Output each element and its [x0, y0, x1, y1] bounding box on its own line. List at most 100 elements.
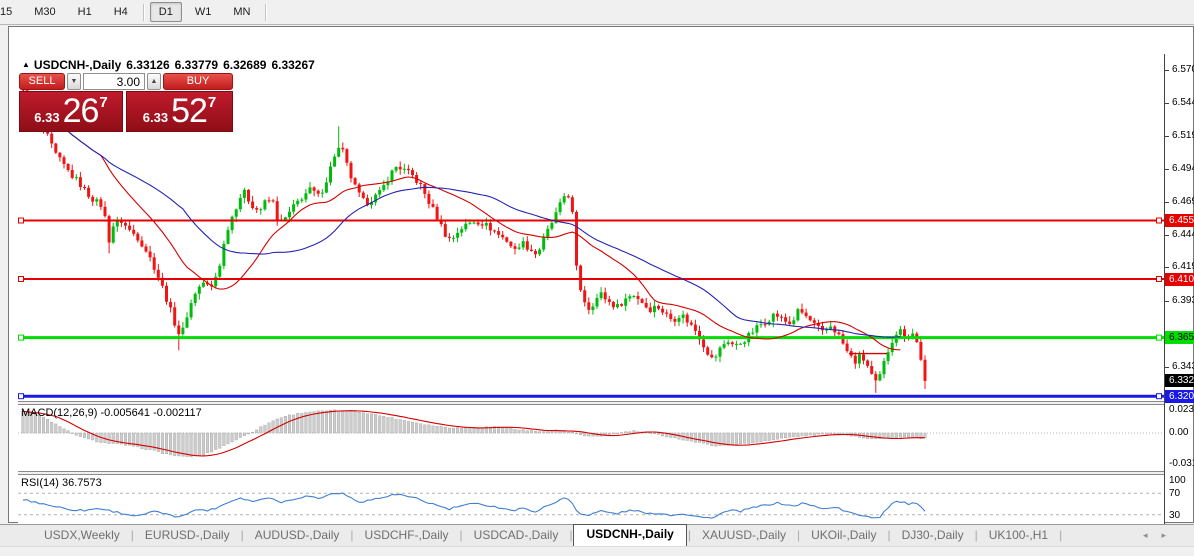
toolbar-separator	[142, 3, 144, 21]
timeframe-w1-button[interactable]: W1	[194, 6, 212, 18]
price-tick-mark	[1165, 301, 1169, 302]
volume-input[interactable]	[83, 73, 145, 90]
rsi-line	[22, 492, 926, 519]
tab-separator: |	[887, 528, 891, 542]
macd-chart	[18, 409, 1164, 458]
horizontal-level-line[interactable]	[18, 393, 1164, 400]
price-tick-mark	[1165, 70, 1169, 71]
rsi-axis-label: 100	[1169, 475, 1186, 486]
chart-tab-usdcad-[interactable]: USDCAD-,Daily	[473, 528, 559, 542]
macd-label: MACD(12,26,9) -0.005641 -0.002117	[21, 407, 202, 419]
chart-tab-usdchf-[interactable]: USDCHF-,Daily	[364, 528, 449, 542]
ohlc-low: 6.32689	[223, 58, 267, 72]
tab-separator: |	[350, 528, 354, 542]
tab-separator: |	[687, 528, 691, 542]
chart-symbol: USDCNH-,Daily	[33, 58, 122, 72]
price-tick-mark	[1165, 367, 1169, 368]
candlestick-chart[interactable]	[18, 54, 1164, 401]
chart-tab-audusd-[interactable]: AUDUSD-,Daily	[254, 528, 340, 542]
volume-decrease-button[interactable]: ▼	[67, 73, 81, 90]
horizontal-level-line[interactable]	[18, 276, 1164, 282]
price-tick-label: 6.49425	[1172, 163, 1194, 174]
timeframe-d1-button[interactable]: D1	[149, 2, 182, 22]
sell-price-prefix: 6.33	[34, 110, 60, 125]
sell-price-box[interactable]: 6.33 26 7	[19, 91, 123, 132]
chart-tab-usdcnh-[interactable]: USDCNH-,Daily	[573, 524, 687, 546]
tab-separator: |	[240, 528, 244, 542]
timeframe-mn-button[interactable]: MN	[233, 6, 251, 18]
rsi-panel[interactable]: RSI(14) 36.7573	[18, 475, 1164, 531]
price-axis[interactable]: 6.57000 6.54450 6.51975 6.49425 6.46950 6.444…	[1165, 54, 1194, 537]
tab-separator: |	[974, 528, 978, 542]
price-tick-label: 6.54450	[1172, 97, 1194, 108]
price-tick-label: 6.41925	[1172, 261, 1194, 272]
level-price-label: 6.41043	[1165, 273, 1194, 286]
level-price-label: 6.45515	[1165, 214, 1194, 227]
rsi-chart	[18, 492, 1164, 519]
macd-histogram	[21, 409, 927, 458]
tab-scroll-left-icon[interactable]: ◂	[1142, 530, 1162, 540]
tab-separator: |	[130, 528, 134, 542]
level-price-label: 6.32098	[1165, 390, 1194, 403]
chart-tab-xauusd-[interactable]: XAUUSD-,Daily	[701, 528, 786, 542]
macd-signal-line	[22, 410, 925, 457]
buy-button[interactable]: BUY	[163, 73, 233, 90]
ma-fast-line	[22, 89, 901, 351]
tab-separator: |	[569, 528, 573, 542]
chart-window: ▲ USDCNH-,Daily 6.33126 6.33779 6.32689 6.332…	[8, 26, 1194, 550]
toolbar-separator	[265, 3, 267, 21]
volume-increase-button[interactable]: ▲	[147, 73, 161, 90]
ohlc-open: 6.33126	[126, 58, 170, 72]
price-tick-mark	[1165, 235, 1169, 236]
price-tick-label: 6.57000	[1172, 64, 1194, 75]
macd-axis-label: 0.023365	[1169, 404, 1194, 415]
ohlc-high: 6.33779	[174, 58, 219, 72]
timeframe-h1-button[interactable]: H1	[77, 6, 92, 18]
panel-splitter[interactable]	[18, 401, 1164, 405]
buy-price-box[interactable]: 6.33 52 7	[126, 91, 233, 132]
horizontal-level-line[interactable]	[18, 217, 1164, 224]
buy-price-pip: 7	[207, 94, 217, 111]
price-tick-mark	[1165, 267, 1169, 268]
chart-tab-dj30-[interactable]: DJ30-,Daily	[901, 528, 964, 542]
tab-scroll-right-icon[interactable]: ▸	[1161, 530, 1180, 540]
chart-tab-uk100-[interactable]: UK100-,H1	[988, 528, 1049, 542]
rsi-axis-label: 70	[1169, 488, 1181, 499]
price-tick-label: 6.51975	[1172, 130, 1194, 141]
price-tick-label: 6.46950	[1172, 196, 1194, 207]
buy-price-big: 52	[171, 92, 208, 130]
chart-title: ▲ USDCNH-,Daily 6.33126 6.33779 6.32689 6.332…	[22, 58, 315, 72]
timeframe-h4-button[interactable]: H4	[113, 6, 128, 18]
price-tick-label: 6.39375	[1172, 295, 1194, 306]
macd-panel[interactable]: MACD(12,26,9) -0.005641 -0.002117	[18, 405, 1164, 471]
timeframe-m30-button[interactable]: M30	[34, 6, 56, 18]
candlesticks	[21, 84, 927, 393]
chart-tab-eurusd-[interactable]: EURUSD-,Daily	[144, 528, 230, 542]
status-strip	[0, 546, 1194, 556]
chart-tab-bar: USDX,Weekly | EURUSD-,Daily | AUDUSD-,Daily |…	[0, 524, 1194, 546]
tab-separator: |	[796, 528, 801, 542]
timeframe-toolbar: 15 M30 H1 H4 D1 W1 MN	[0, 0, 1194, 25]
chart-tab-ukoil-[interactable]: UKOil-,Daily	[811, 528, 877, 542]
timeframe-15-button[interactable]: 15	[0, 6, 13, 18]
ma-slow-line	[22, 89, 901, 338]
sell-price-big: 26	[62, 92, 100, 130]
price-tick-mark	[1165, 103, 1169, 104]
panel-splitter[interactable]	[18, 471, 1164, 475]
price-tick-label: 6.44400	[1172, 229, 1194, 240]
collapse-trade-panel-icon[interactable]: ▲	[22, 60, 30, 69]
macd-axis-label: 0.00	[1169, 427, 1189, 438]
rsi-label: RSI(14) 36.7573	[21, 477, 102, 489]
chart-tab-usdx[interactable]: USDX,Weekly	[44, 528, 120, 542]
price-tick-label: 6.34350	[1172, 361, 1194, 372]
macd-axis-label: -0.031744	[1169, 458, 1194, 469]
horizontal-level-line[interactable]	[18, 334, 1164, 341]
price-tick-mark	[1165, 202, 1169, 203]
sell-button[interactable]: SELL	[19, 73, 65, 90]
tab-separator: |	[1059, 528, 1063, 542]
sell-price-pip: 7	[99, 94, 108, 111]
price-tick-mark	[1165, 169, 1169, 170]
ohlc-close: 6.33267	[271, 58, 315, 72]
price-axis-border	[1164, 54, 1165, 532]
